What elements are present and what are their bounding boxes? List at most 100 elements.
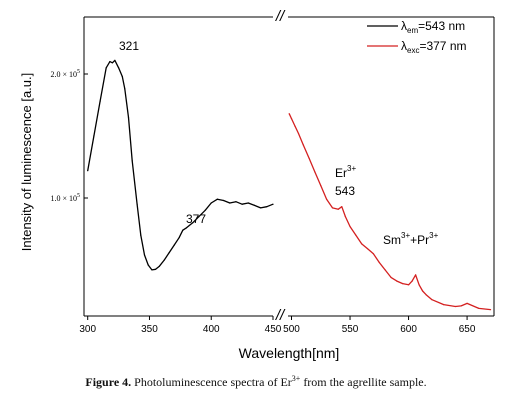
- series-line-0: [87, 59, 274, 271]
- annotation-sm-text: Sm: [383, 233, 401, 247]
- series-1-point-29: [431, 299, 433, 301]
- annotation-pr-sup: 3+: [429, 231, 438, 240]
- series-0-point-12: [136, 203, 138, 205]
- caption-text-after: from the agrellite sample.: [300, 375, 427, 389]
- series-1-point-14: [355, 234, 357, 236]
- series-0-point-0: [87, 170, 89, 172]
- series-0-point-32: [235, 201, 237, 203]
- series-1-point-8: [326, 198, 328, 200]
- series-1-point-34: [478, 307, 480, 309]
- series-1-point-23: [408, 284, 410, 286]
- series-0-point-17: [155, 268, 157, 270]
- series-0-point-7: [118, 67, 120, 69]
- series-1-point-17: [372, 253, 374, 255]
- y-tick-label-0: 2.0 × 105: [50, 69, 80, 79]
- annotation-sm-pr: Sm3++Pr3+: [383, 231, 439, 247]
- caption-text-before: Photoluminescence spectra of Er: [131, 375, 292, 389]
- series-1-point-7: [320, 185, 322, 187]
- series-1-point-4: [302, 144, 304, 146]
- series-0-point-21: [173, 244, 175, 246]
- series-0-point-22: [178, 237, 180, 239]
- series-0-point-31: [229, 202, 231, 204]
- series-0-point-38: [272, 203, 274, 205]
- series-1-point-22: [402, 283, 404, 285]
- legend-label-exc: λexc=377 nm: [401, 39, 467, 55]
- series-1-point-15: [361, 243, 363, 245]
- series-1-point-27: [422, 290, 424, 292]
- figure-caption: Figure 4. Photoluminescence spectra of E…: [0, 374, 512, 390]
- series-0-point-19: [163, 259, 165, 261]
- series-1-point-30: [443, 304, 445, 306]
- y-axis-label: Intensity of luminescence [a.u.]: [19, 73, 34, 251]
- x-axis-ticks: 300 350 400 450 500 550 600 650: [79, 316, 476, 335]
- series-0-point-35: [253, 204, 256, 206]
- series-0-point-4: [109, 61, 111, 63]
- x-tick-label-600: 600: [400, 324, 417, 335]
- annotation-er-sup: 3+: [347, 164, 356, 173]
- series-1-point-10: [337, 208, 339, 210]
- series-0-point-28: [210, 202, 212, 204]
- series-0-point-26: [198, 216, 200, 218]
- series-0-point-20: [168, 252, 170, 254]
- series-0-point-2: [99, 100, 101, 102]
- series-0-point-9: [124, 88, 126, 90]
- series-0-point-6: [114, 59, 116, 62]
- series-0-point-34: [247, 202, 249, 204]
- series-1-point-26: [418, 284, 420, 286]
- series-1-point-0: [288, 113, 290, 115]
- series-1-point-11: [341, 206, 343, 208]
- series-0-point-1: [93, 135, 95, 137]
- axis-break-top: //: [275, 8, 286, 25]
- annotation-er-wavelength: 543: [335, 184, 355, 198]
- x-tick-label-650: 650: [459, 324, 476, 335]
- series-1-point-5: [308, 157, 310, 159]
- series-0-point-36: [260, 207, 262, 209]
- series-0-point-30: [223, 199, 225, 202]
- series-0-point-25: [192, 222, 194, 224]
- series-0-point-5: [111, 62, 113, 64]
- annotation-321: 321: [119, 39, 139, 53]
- series-1-point-31: [454, 305, 456, 308]
- series-1-point-18: [378, 261, 380, 264]
- series-0-point-8: [121, 75, 123, 78]
- series-1-point-13: [349, 225, 351, 228]
- series-layer: [87, 59, 492, 311]
- series-0-point-11: [131, 160, 133, 162]
- series-0-point-29: [216, 198, 218, 200]
- series-1-point-2: [294, 125, 296, 127]
- series-0-point-15: [147, 264, 149, 266]
- x-tick-label-550: 550: [342, 324, 359, 335]
- annotation-er-text: Er: [335, 166, 347, 180]
- caption-label: Figure 4.: [85, 375, 132, 389]
- series-1-point-9: [331, 207, 334, 209]
- series-0-point-10: [127, 116, 130, 118]
- annotation-sm-sup: 3+: [401, 231, 410, 240]
- series-0-point-33: [241, 203, 243, 205]
- series-1-point-3: [297, 132, 300, 135]
- series-1-point-12: [344, 216, 346, 218]
- series-1-point-25: [415, 274, 417, 276]
- series-1-point-6: [314, 171, 316, 173]
- axis-break-bottom: //: [275, 307, 286, 324]
- series-1-point-16: [367, 248, 369, 250]
- annotation-er-543: Er3+: [335, 164, 356, 180]
- series-1-point-24: [411, 280, 413, 282]
- caption-sup: 3+: [291, 374, 301, 383]
- series-0-point-14: [143, 254, 146, 256]
- series-0-point-18: [158, 265, 160, 267]
- x-tick-label-500: 500: [283, 324, 300, 335]
- series-0-point-27: [204, 209, 206, 211]
- series-1-point-33: [466, 302, 468, 304]
- legend: λem=543 nm λexc=377 nm: [367, 19, 467, 55]
- series-1-point-35: [489, 309, 492, 311]
- x-axis-label: Wavelength[nm]: [239, 345, 340, 361]
- series-1-point-20: [390, 276, 392, 278]
- series-0-point-3: [105, 67, 107, 69]
- plot-frame: [83, 16, 495, 317]
- series-1-point-28: [425, 294, 427, 296]
- series-1-point-32: [460, 305, 462, 307]
- series-0-point-37: [266, 206, 268, 208]
- series-1-point-19: [384, 269, 386, 271]
- y-axis-ticks: 2.0 × 105 1.0 × 105: [50, 69, 88, 203]
